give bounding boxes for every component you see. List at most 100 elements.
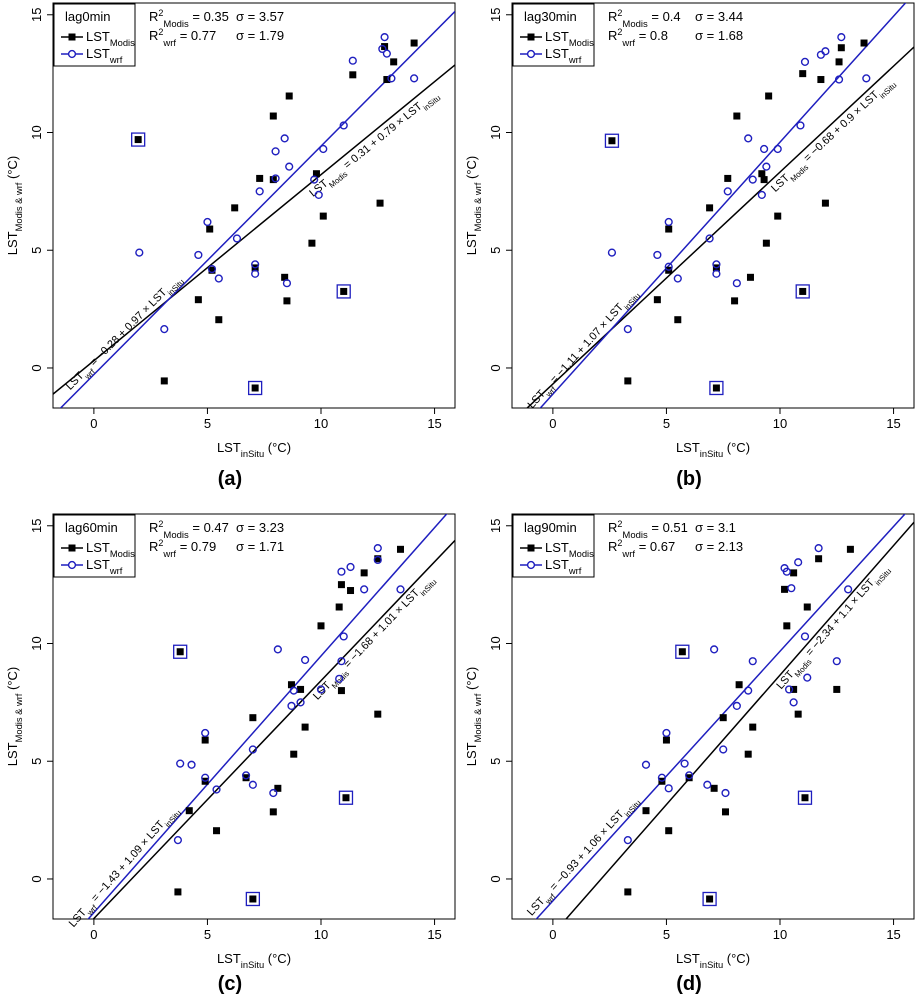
- wrf-point: [712, 269, 721, 278]
- wrf-point: [803, 673, 812, 682]
- x-axis-label: LSTinSitu (°C): [676, 440, 750, 459]
- modis-point: [396, 545, 404, 553]
- wrf-point: [664, 784, 673, 793]
- modis-point: [762, 239, 770, 247]
- panel-d: 0 5 10 15 0 5 10 15 LSTinSitu (°C) LSTModis & wrf…: [464, 513, 915, 995]
- fit-line-modis: [526, 46, 914, 408]
- wrf-point: [821, 47, 830, 56]
- x-tick-label: 10: [773, 927, 787, 942]
- stats-modis-sigma: σ = 3.44: [695, 9, 743, 24]
- wrf-point: [241, 771, 251, 780]
- y-axis-label: LSTModis & wrf (°C): [5, 667, 24, 767]
- wrf-point: [664, 217, 673, 227]
- wrf-point: [135, 248, 144, 257]
- modis-point: [249, 714, 257, 722]
- lag-label: lag0min: [65, 9, 111, 24]
- wrf-point: [837, 33, 846, 42]
- wrf-point: [212, 785, 221, 794]
- modis-point: [706, 204, 714, 212]
- stats-wrf-sigma: σ = 1.79: [236, 28, 284, 43]
- outlier-point: [702, 891, 717, 907]
- modis-point: [287, 681, 295, 689]
- y-tick-label: 0: [29, 875, 44, 882]
- legend-modis-label: LSTModis: [86, 29, 135, 48]
- x-tick-label: 10: [314, 416, 328, 431]
- fit-line-wrf: [535, 514, 906, 919]
- panel-label: (d): [676, 973, 702, 995]
- modis-point: [208, 266, 216, 274]
- legend-box: [53, 514, 136, 578]
- wrf-point: [207, 264, 217, 274]
- wrf-point: [748, 175, 757, 184]
- y-tick-label: 10: [29, 636, 44, 650]
- wrf-point: [662, 728, 671, 738]
- x-tick-label: 5: [204, 416, 211, 431]
- wrf-point: [744, 134, 753, 143]
- modis-point: [817, 76, 825, 84]
- wrf-point: [173, 836, 183, 845]
- modis-point: [290, 750, 298, 758]
- stats-modis-sigma: σ = 3.23: [236, 520, 284, 535]
- modis-point: [790, 685, 798, 693]
- wrf-point: [319, 144, 328, 154]
- modis-point: [174, 888, 182, 896]
- modis-point: [383, 76, 391, 84]
- modis-point: [206, 225, 214, 233]
- modis-point: [308, 239, 316, 247]
- wrf-point: [784, 685, 794, 694]
- modis-point: [799, 70, 807, 78]
- wrf-point: [296, 698, 305, 707]
- wrf-point: [664, 262, 673, 271]
- modis-point: [390, 58, 398, 66]
- modis-point: [317, 622, 325, 630]
- x-tick-label: 15: [427, 416, 441, 431]
- modis-point: [319, 212, 327, 220]
- wrf-point: [673, 274, 682, 283]
- x-axis-label: LSTinSitu (°C): [217, 440, 291, 459]
- stats-wrf-sigma: σ = 2.13: [695, 539, 743, 554]
- x-tick-label: 0: [549, 416, 556, 431]
- wrf-point: [289, 686, 298, 695]
- modis-point: [213, 827, 221, 835]
- wrf-point: [387, 74, 396, 83]
- fit-equation-modis: LSTModis = 0.31 + 0.79 × LSTinSitu: [307, 88, 442, 202]
- wrf-point: [794, 558, 803, 567]
- modis-point: [194, 296, 202, 304]
- outlier-point: [797, 790, 813, 805]
- wrf-point: [339, 632, 348, 641]
- fit-equation-wrf: LSTwrf = −1.43 + 1.09 × LSTinSitu: [67, 804, 183, 932]
- x-tick-label: 5: [663, 416, 670, 431]
- modis-point: [760, 176, 768, 184]
- x-tick-label: 0: [90, 927, 97, 942]
- y-tick-label: 15: [29, 519, 44, 533]
- modis-point: [835, 58, 843, 66]
- stats-modis: R2Modis = 0.35: [149, 8, 229, 30]
- fit-line-wrf: [539, 3, 907, 408]
- wrf-point: [335, 674, 344, 683]
- modis-point: [349, 71, 357, 79]
- modis-point: [733, 112, 741, 120]
- fit-equation-wrf: LSTwrf = −0.28 + 0.97 × LSTinSitu: [64, 272, 186, 395]
- wrf-point: [623, 325, 632, 334]
- panel-b: 0 5 10 15 0 5 10 15 LSTinSitu (°C) LSTModis & wrf…: [464, 2, 915, 490]
- y-tick-label: 5: [488, 758, 503, 765]
- modis-point: [185, 807, 193, 815]
- modis-point: [269, 176, 277, 184]
- modis-point: [256, 174, 264, 182]
- legend-modis-marker: [527, 33, 535, 41]
- y-tick-label: 5: [488, 247, 503, 254]
- wrf-point: [248, 780, 257, 789]
- wrf-point: [269, 788, 278, 798]
- legend-box: [512, 3, 595, 67]
- lag-label: lag60min: [65, 520, 118, 535]
- wrf-point: [378, 44, 387, 54]
- wrf-point: [201, 728, 210, 738]
- modis-point: [297, 685, 305, 693]
- wrf-point: [194, 250, 203, 260]
- legend-wrf-marker: [526, 560, 536, 570]
- outlier-point: [247, 380, 263, 396]
- modis-point: [794, 710, 802, 718]
- legend-wrf-label: LSTwrf: [545, 46, 582, 65]
